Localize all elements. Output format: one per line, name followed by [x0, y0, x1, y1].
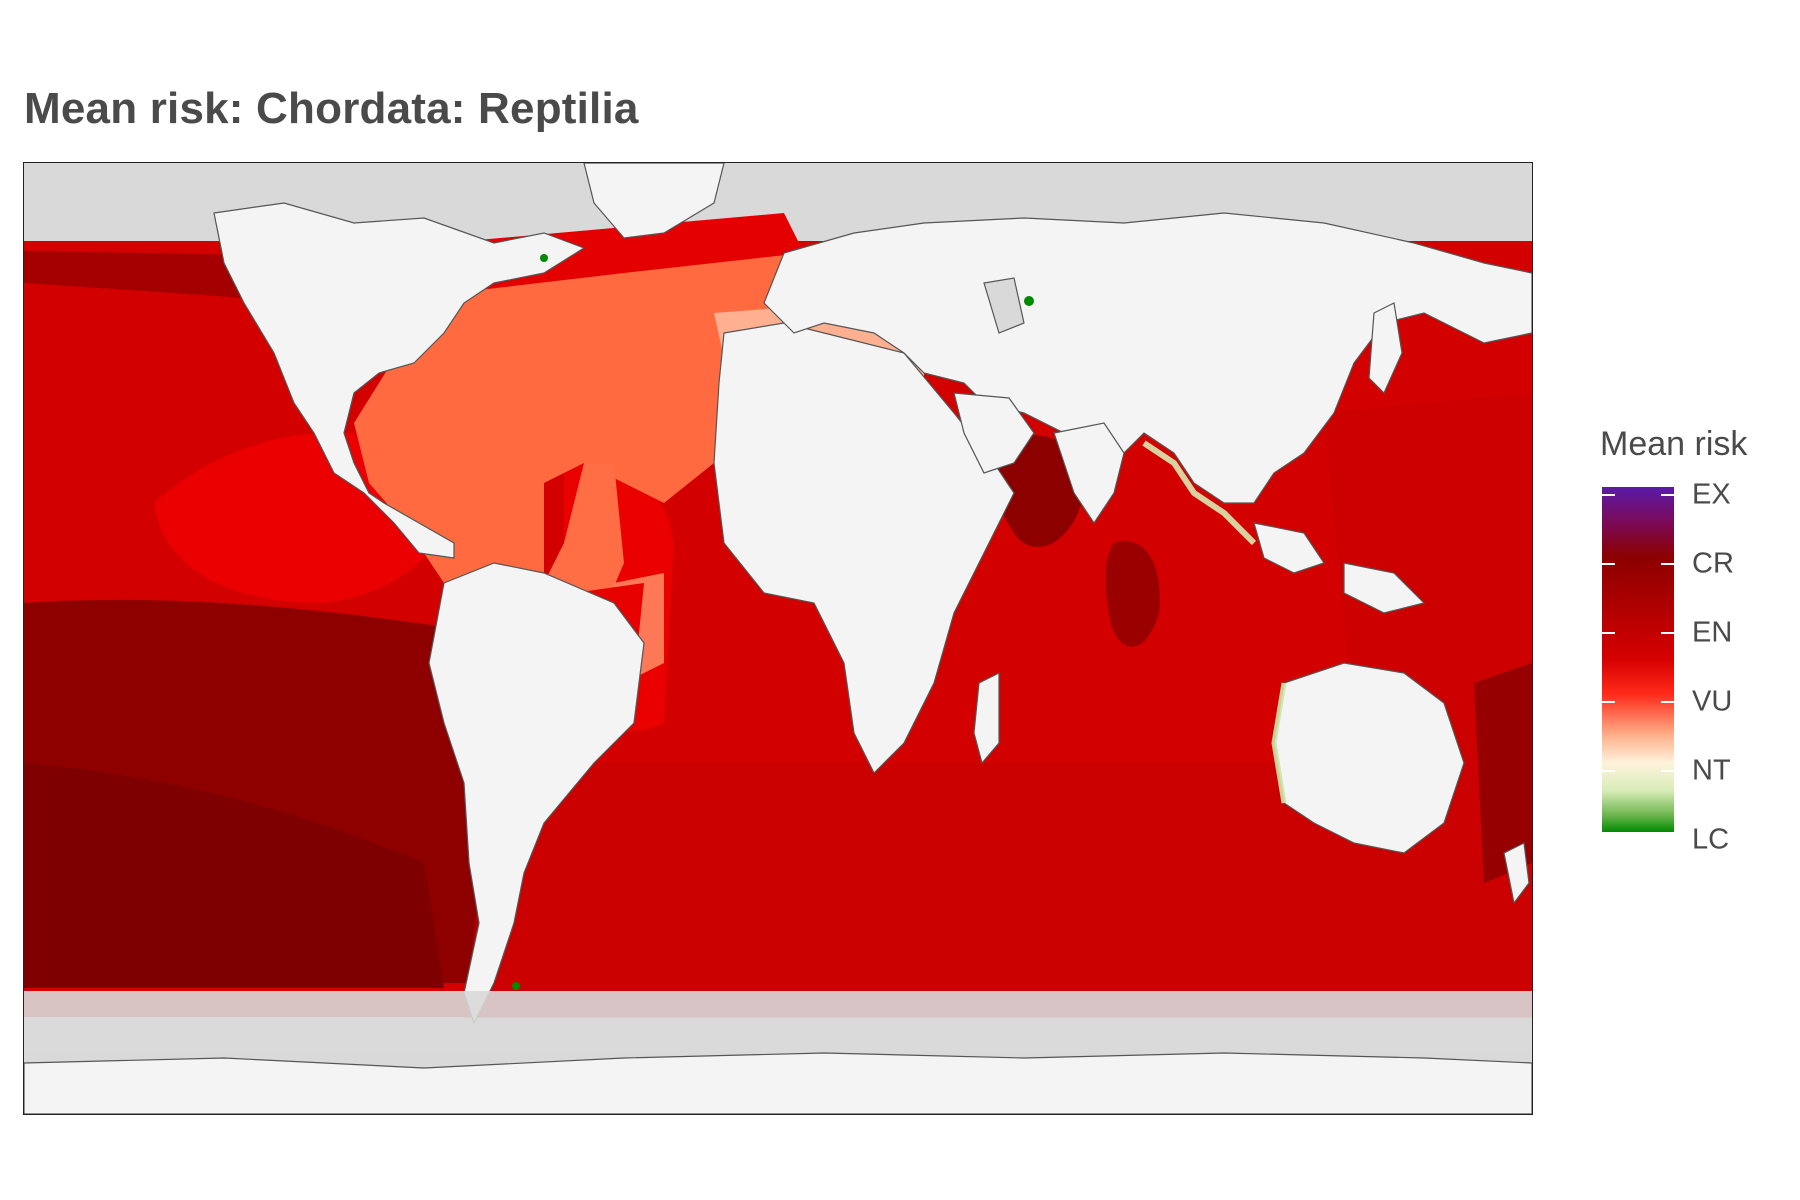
legend-label-ex: EX	[1692, 478, 1731, 511]
legend-colorbar	[1602, 487, 1674, 832]
world-map-panel[interactable]	[23, 162, 1533, 1115]
south-no-data-band	[24, 991, 1532, 1051]
legend-label-cr: CR	[1692, 547, 1734, 580]
land-masses	[24, 163, 1532, 1114]
legend-label-vu: VU	[1692, 685, 1733, 718]
map-title: Mean risk: Chordata: Reptilia	[24, 84, 639, 133]
world-map	[24, 163, 1532, 1114]
legend: Mean risk EX CR EN VU NT LC	[1600, 425, 1790, 865]
coastal-strips	[512, 254, 1287, 990]
legend-label-lc: LC	[1692, 823, 1730, 856]
legend-title: Mean risk	[1600, 425, 1748, 463]
legend-label-en: EN	[1692, 616, 1733, 649]
legend-label-nt: NT	[1692, 754, 1731, 787]
